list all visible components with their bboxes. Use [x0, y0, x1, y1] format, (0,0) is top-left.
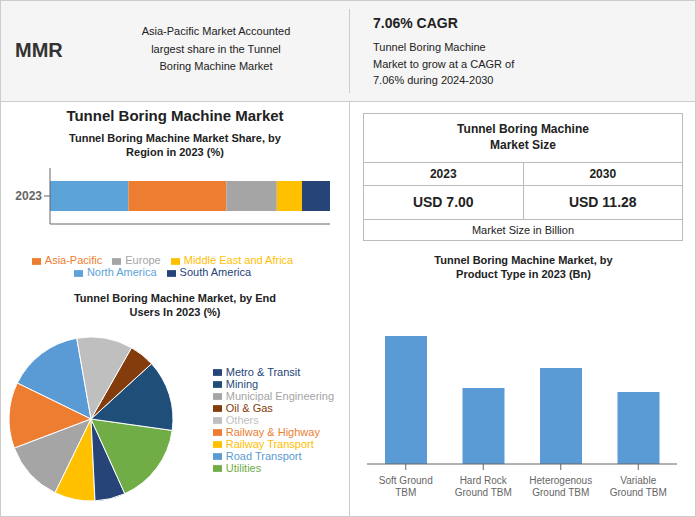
svg-text:Soft GroundTBM: Soft GroundTBM	[379, 475, 433, 498]
html-text:Oil & Gas: Oil & Gas	[225, 401, 273, 414]
html-text:Metro & Transit: Metro & Transit	[225, 365, 301, 378]
html-text:Europe: Europe	[125, 254, 161, 266]
html-text:USD 7.00: USD 7.00	[412, 194, 474, 210]
html-text:Road Transport: Road Transport	[225, 449, 302, 462]
html-text:USD 11.28: USD 11.28	[568, 194, 637, 210]
svg-text:HeterogenousGround TBM: HeterogenousGround TBM	[529, 475, 592, 498]
html-text:Railway & Highway: Railway & Highway	[225, 425, 320, 438]
html-text:Tunnel Boring Machine Market,: Tunnel Boring Machine Market, by End Use…	[74, 292, 276, 319]
html-text:South America: South America	[179, 266, 252, 278]
html-text:North America: North America	[86, 266, 157, 278]
html-text:Asia-Pacific Market Accounted: Asia-Pacific Market Accounted largest sh…	[141, 25, 291, 73]
svg-text:2023: 2023	[15, 189, 42, 203]
html-text:Tunnel Boring Machine Market: Tunnel Boring Machine Market	[66, 107, 284, 124]
html-text:Middle East and Africa: Middle East and Africa	[183, 254, 294, 266]
html-text:Market Size in Billion: Market Size in Billion	[472, 224, 574, 236]
html-text:Tunnel Boring Machine Market,: Tunnel Boring Machine Market, by Product…	[434, 254, 613, 281]
html-text:MMR: MMR	[15, 39, 63, 61]
html-text:Utilities: Utilities	[225, 461, 262, 474]
svg-text:Hard RockGround TBM: Hard RockGround TBM	[455, 475, 512, 498]
html-text:2030: 2030	[589, 167, 617, 181]
html-text:2023: 2023	[429, 167, 457, 181]
html-text:Tunnel Boring Machine Market S: Tunnel Boring Machine Market Share, by R…	[69, 132, 281, 159]
html-text:Others: Others	[225, 413, 259, 426]
html-text:Tunnel Boring Machine Market t: Tunnel Boring Machine Market to grow at …	[373, 41, 515, 86]
svg-text:VariableGround TBM: VariableGround TBM	[610, 475, 667, 498]
html-text:Tunnel Boring Machine Market S: Tunnel Boring Machine Market Size	[457, 122, 589, 152]
html-text:Railway Transport: Railway Transport	[225, 437, 314, 450]
html-text:Mining: Mining	[225, 377, 259, 390]
html-text:Municipal Engineering: Municipal Engineering	[225, 389, 334, 402]
html-text:Asia-Pacific: Asia-Pacific	[44, 254, 103, 266]
html-text:7.06% CAGR: 7.06% CAGR	[373, 15, 458, 31]
